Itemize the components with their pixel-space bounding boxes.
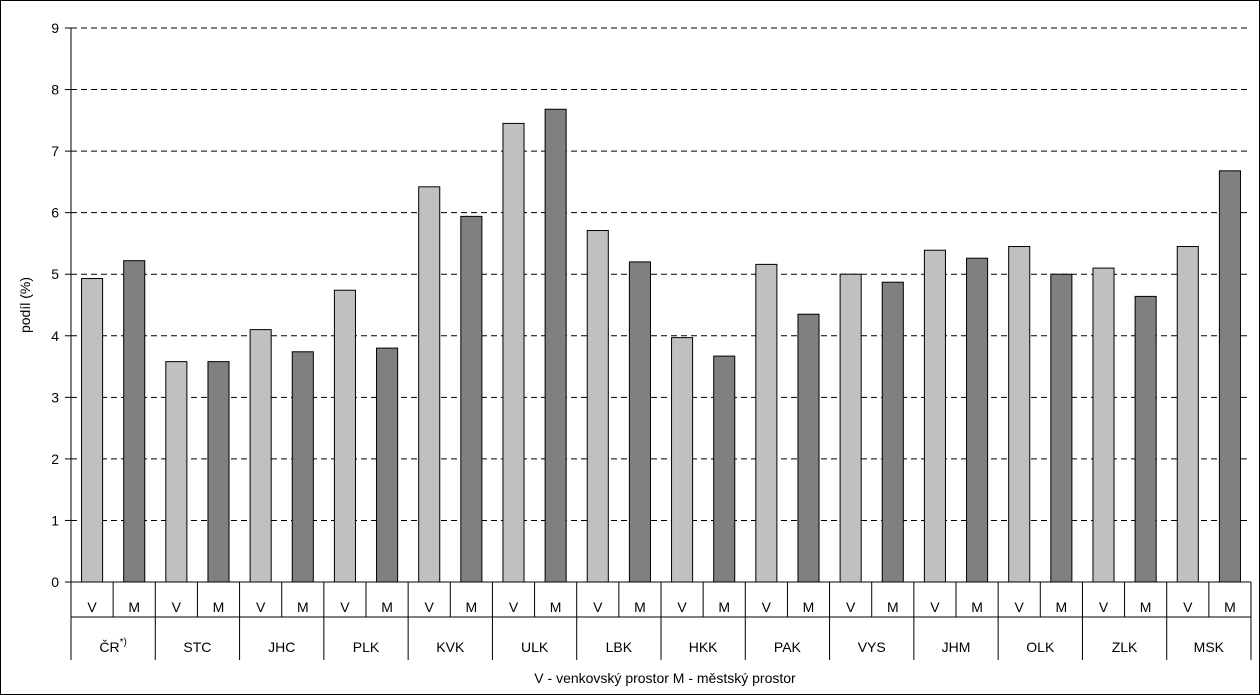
category-label: ČR*) (99, 637, 126, 655)
series-tick-label: V (762, 599, 772, 615)
series-tick-label: M (297, 599, 309, 615)
y-tick-label: 8 (51, 82, 59, 98)
bar-m-jhm (966, 257, 989, 583)
series-tick-label: M (466, 599, 478, 615)
bar-v-čr (81, 278, 104, 583)
series-tick-label: V (87, 599, 97, 615)
bar-m-olk (1050, 273, 1073, 583)
bar-v-hkk (671, 337, 694, 583)
category-label: MSK (1194, 639, 1225, 655)
series-tick-label: V (172, 599, 182, 615)
series-tick-label: M (381, 599, 393, 615)
bar-v-lbk (586, 230, 609, 583)
series-tick-label: V (340, 599, 350, 615)
bar-v-vys (839, 273, 862, 583)
bar-v-stc (165, 361, 188, 583)
bar-m-ulk (544, 108, 567, 583)
series-tick-label: M (718, 599, 730, 615)
bar-v-jhm (923, 249, 946, 583)
bar-m-msk (1218, 170, 1241, 583)
category-label: KVK (436, 639, 465, 655)
series-tick-label: V (256, 599, 266, 615)
bar-v-plk (333, 289, 356, 583)
category-footnote: *) (120, 637, 127, 648)
series-tick-label: V (1183, 599, 1193, 615)
category-label: VYS (858, 639, 886, 655)
category-label: ULK (521, 639, 549, 655)
category-label: HKK (689, 639, 718, 655)
gridlines (71, 27, 1251, 521)
bar-v-olk (1008, 246, 1031, 583)
bar-v-zlk (1092, 267, 1115, 583)
y-tick-label: 2 (51, 451, 59, 467)
category-label: JHM (942, 639, 971, 655)
series-tick-label: V (1099, 599, 1109, 615)
series-tick-label: V (425, 599, 435, 615)
bar-v-jhc (249, 329, 272, 583)
y-tick-label: 0 (51, 574, 59, 590)
series-tick-label: M (1140, 599, 1152, 615)
category-label: PAK (774, 639, 802, 655)
bar-v-ulk (502, 122, 525, 583)
y-tick-label: 4 (51, 328, 59, 344)
y-tick-label: 1 (51, 512, 59, 528)
series-tick-label: M (971, 599, 983, 615)
series-tick-label: V (509, 599, 519, 615)
series-tick-label: M (128, 599, 140, 615)
series-tick-label: M (1224, 599, 1236, 615)
bar-m-jhc (291, 351, 314, 583)
series-tick-label: V (930, 599, 940, 615)
y-tick-label: 5 (51, 266, 59, 282)
category-label: PLK (353, 639, 380, 655)
y-tick-label: 7 (51, 143, 59, 159)
bar-m-stc (207, 361, 230, 583)
y-tick-label: 9 (51, 20, 59, 36)
bar-v-kvk (418, 186, 441, 583)
y-axis-label: podíl (%) (17, 277, 33, 333)
bar-m-zlk (1134, 295, 1157, 583)
series-tick-label: V (593, 599, 603, 615)
bar-m-lbk (628, 261, 651, 583)
category-label: JHC (268, 639, 295, 655)
series-tick-label: V (846, 599, 856, 615)
series-tick-label: V (677, 599, 687, 615)
bar-m-čr (123, 260, 146, 583)
series-tick-label: M (887, 599, 899, 615)
series-tick-label: V (1015, 599, 1025, 615)
y-tick-label: 6 (51, 205, 59, 221)
x-axis-label: V - venkovský prostor M - městský prosto… (534, 670, 796, 686)
bar-m-plk (376, 347, 399, 583)
bar-m-pak (797, 313, 820, 583)
y-tick-label: 3 (51, 389, 59, 405)
y-tick-labels: 0 1 2 3 4 5 6 7 8 9 (51, 20, 59, 590)
bar-v-pak (755, 263, 778, 583)
category-label: STC (183, 639, 211, 655)
category-label: OLK (1026, 639, 1055, 655)
bar-v-msk (1176, 246, 1199, 583)
series-tick-label: M (803, 599, 815, 615)
series-tick-label: M (213, 599, 225, 615)
category-label: ZLK (1112, 639, 1138, 655)
category-label: LBK (606, 639, 633, 655)
x-labels: V M ČR*) V M STC V M JHC V M PLK V M KVK V M ULK V M LBK V M HK… (87, 599, 1235, 655)
series-tick-label: M (634, 599, 646, 615)
axes (65, 27, 1252, 660)
bar-m-vys (881, 281, 904, 583)
bar-m-hkk (713, 355, 736, 583)
series-tick-label: M (1056, 599, 1068, 615)
bars (81, 108, 1241, 583)
series-tick-label: M (550, 599, 562, 615)
bar-m-kvk (460, 215, 483, 583)
